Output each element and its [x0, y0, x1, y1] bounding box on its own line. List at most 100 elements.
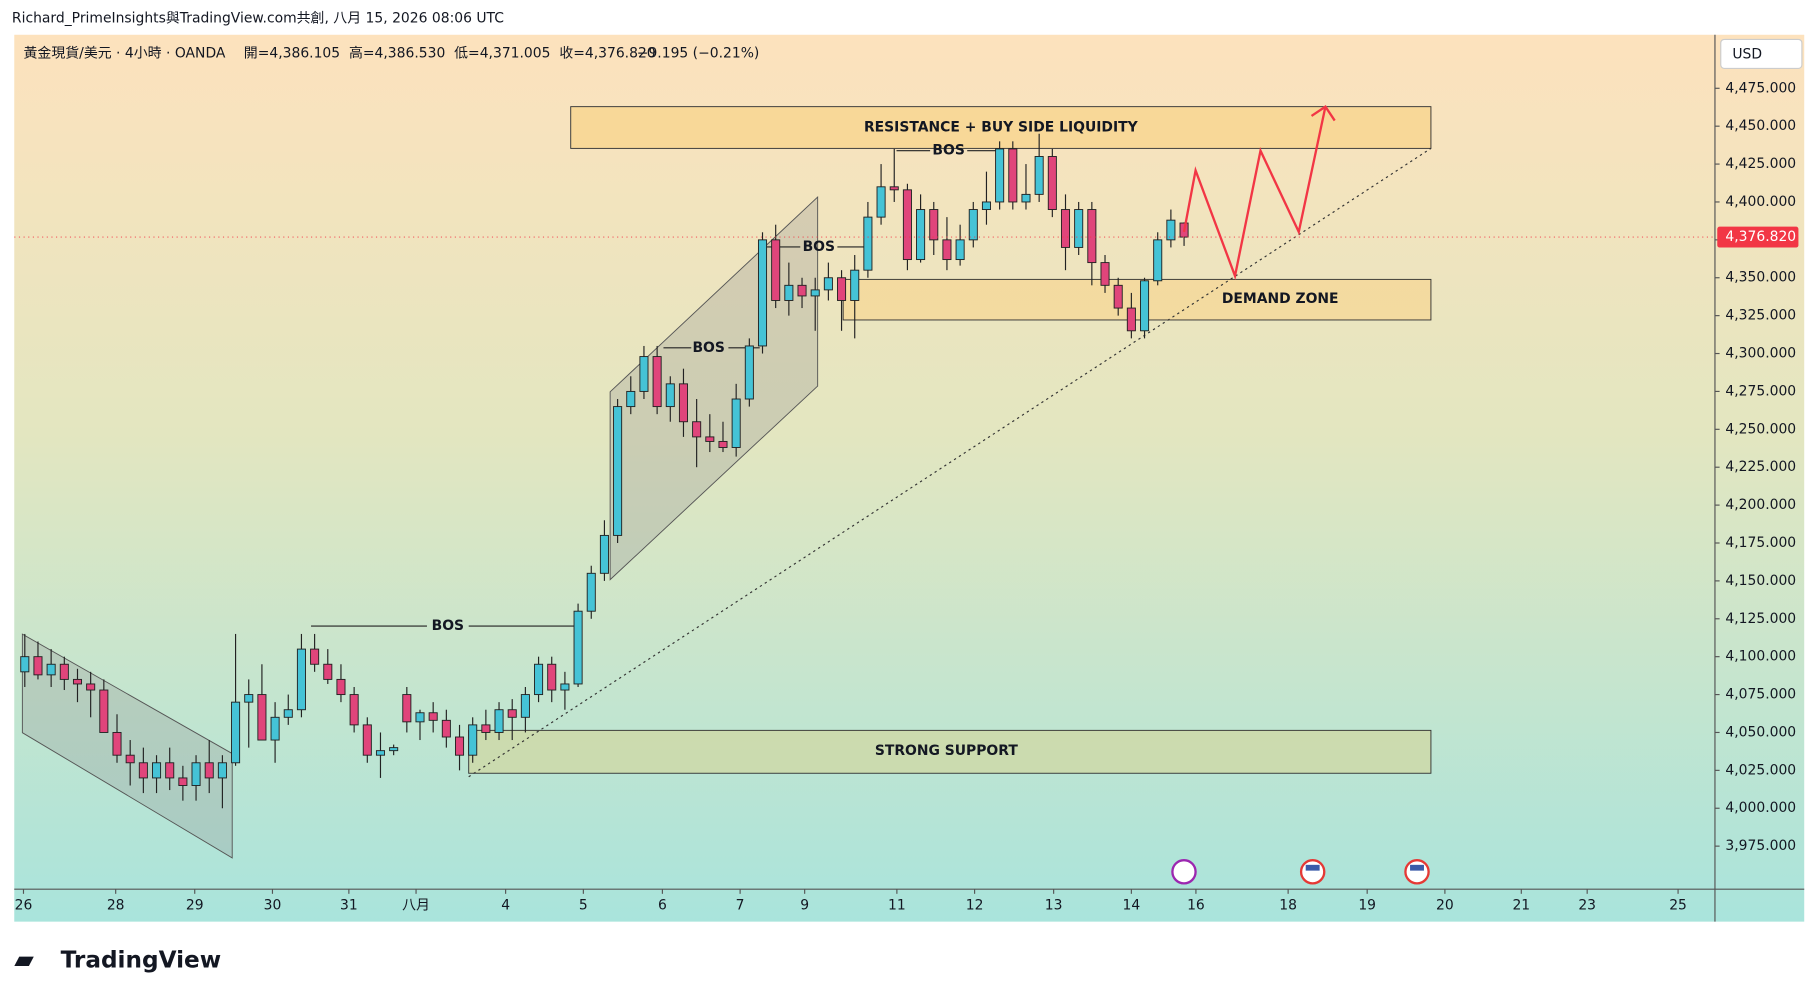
- x-tick-label: 9: [800, 897, 809, 913]
- candle-body: [283, 709, 293, 718]
- candle-body: [1021, 193, 1031, 203]
- candle-body: [916, 209, 926, 261]
- bos-label: BOS: [432, 618, 464, 634]
- candle-body: [323, 663, 333, 680]
- candle-body: [481, 724, 491, 733]
- y-tick-label: 4,325.000: [1725, 308, 1796, 324]
- flag-part: [1410, 864, 1424, 871]
- candle-body: [995, 148, 1005, 203]
- candle-body: [257, 694, 267, 741]
- candle-body: [968, 209, 978, 241]
- x-tick-label: 14: [1123, 897, 1141, 913]
- candle-body: [1034, 156, 1044, 195]
- candle-body: [20, 656, 30, 673]
- candle-body: [468, 724, 478, 756]
- candle-body: [310, 648, 320, 665]
- candle-body: [665, 383, 675, 408]
- x-tick-label: 7: [736, 897, 745, 913]
- resistance-label: RESISTANCE + BUY SIDE LIQUIDITY: [864, 120, 1139, 136]
- currency: USD: [1732, 46, 1762, 62]
- y-tick-label: 4,250.000: [1725, 421, 1796, 437]
- x-tick-label: 19: [1358, 897, 1376, 913]
- candle-body: [1060, 209, 1071, 248]
- x-tick-label: 31: [340, 897, 358, 913]
- event-icon[interactable]: [1299, 859, 1326, 885]
- y-tick-label: 4,300.000: [1725, 346, 1796, 362]
- support-zone: [468, 729, 1432, 774]
- change: −9.195 (−0.21%): [637, 45, 760, 61]
- candle-body: [375, 750, 386, 756]
- candle-body: [402, 694, 412, 723]
- candle-body: [1126, 307, 1136, 332]
- bos-label: BOS: [692, 340, 724, 356]
- candle-body: [507, 709, 517, 718]
- candle-body: [652, 356, 662, 408]
- candle-body: [191, 762, 201, 786]
- x-tick-label: 29: [186, 897, 204, 913]
- candle-body: [415, 712, 425, 723]
- currency-box[interactable]: [1720, 38, 1803, 69]
- x-tick-label: 21: [1512, 897, 1530, 913]
- candle-body: [1166, 219, 1176, 241]
- event-icon[interactable]: [1404, 859, 1430, 885]
- bos-lines: [311, 150, 1000, 627]
- candle-body: [678, 383, 688, 423]
- candle-body: [178, 777, 188, 786]
- candle-body: [1113, 284, 1123, 309]
- x-tick-label: 26: [15, 897, 33, 913]
- candle-body: [626, 390, 636, 408]
- candle-body: [138, 762, 148, 779]
- y-tick-label: 4,350.000: [1725, 270, 1796, 286]
- flag-part: [1305, 864, 1320, 871]
- x-tick-label: 16: [1187, 897, 1205, 913]
- candle-body: [165, 762, 175, 779]
- candle-body: [889, 186, 899, 191]
- y-tick-label: 3,975.000: [1725, 838, 1796, 854]
- candle-body: [744, 345, 754, 400]
- candle-body: [955, 239, 965, 261]
- y-tick-label: 4,200.000: [1725, 497, 1796, 513]
- candle-body: [1047, 156, 1057, 211]
- x-tick-label: 13: [1045, 897, 1063, 913]
- candle-body: [86, 683, 96, 691]
- candle-body: [454, 736, 465, 756]
- ohlc-legend: 開=4,386.105 高=4,386.530 低=4,371.005 收=4,…: [244, 44, 656, 61]
- candle-body: [125, 754, 135, 764]
- x-tick-label: 八月: [402, 897, 430, 913]
- y-tick-label: 4,125.000: [1725, 611, 1796, 627]
- event-icon[interactable]: [1171, 859, 1197, 885]
- y-tick-label: 4,150.000: [1725, 573, 1796, 589]
- candle-body: [336, 678, 346, 696]
- candle-body: [850, 269, 860, 301]
- candle-body: [771, 239, 781, 301]
- y-tick-label: 4,400.000: [1725, 194, 1796, 210]
- y-tick-label: 4,475.000: [1725, 80, 1796, 96]
- bos-label: BOS: [803, 239, 835, 255]
- candle-body: [494, 709, 504, 733]
- x-tick-label: 30: [264, 897, 282, 913]
- candle-body: [929, 209, 939, 241]
- candle-body: [520, 694, 530, 718]
- candle-body: [731, 398, 741, 448]
- x-tick-label: 12: [966, 897, 984, 913]
- y-tick-label: 4,025.000: [1725, 762, 1796, 778]
- candle-body: [1140, 280, 1150, 332]
- plot-background: [14, 34, 1805, 922]
- candle-body: [757, 239, 768, 347]
- candle-body: [1087, 209, 1097, 264]
- support-label: STRONG SUPPORT: [875, 743, 1019, 759]
- candle-body: [823, 277, 833, 291]
- x-tick-label: 25: [1669, 897, 1687, 913]
- brand-logo: ▰: [14, 945, 34, 975]
- projection-path: [1182, 106, 1327, 281]
- candle-body: [692, 421, 702, 438]
- candle-body: [639, 356, 649, 392]
- candle-body: [217, 762, 227, 779]
- x-tick-label: 11: [888, 897, 906, 913]
- y-tick-label: 4,100.000: [1725, 649, 1796, 665]
- candle-body: [296, 648, 306, 711]
- candle-body: [46, 663, 56, 676]
- candle-body: [599, 534, 609, 574]
- candle-body: [810, 289, 820, 297]
